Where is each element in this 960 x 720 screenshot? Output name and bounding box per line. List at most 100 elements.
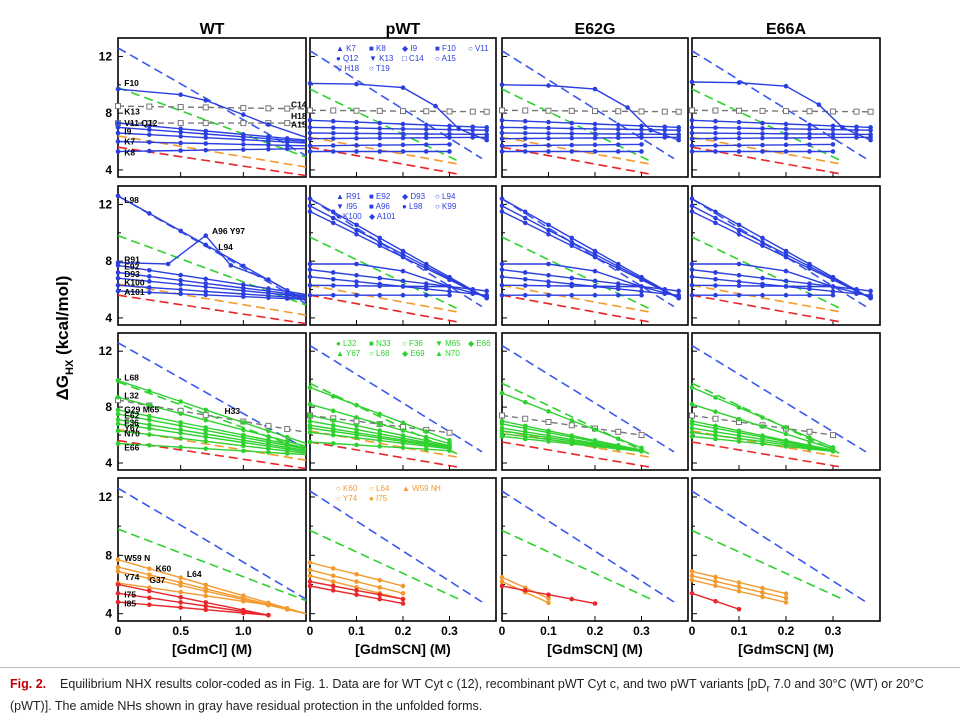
data-point (499, 274, 505, 280)
data-point (447, 284, 452, 290)
data-point (147, 602, 152, 608)
data-point (354, 402, 359, 408)
data-point (713, 395, 718, 400)
data-point (307, 125, 313, 130)
data-point (203, 284, 209, 290)
data-point (241, 443, 246, 449)
panel-frame (117, 477, 307, 622)
data-point (284, 426, 291, 433)
data-point (499, 579, 505, 584)
data-point (307, 401, 313, 407)
data-point (522, 118, 528, 124)
data-point (307, 261, 313, 267)
data-point (830, 432, 836, 439)
data-point (522, 415, 529, 422)
residue-label: L64 (187, 569, 202, 579)
x-tick-label: 0.5 (172, 624, 189, 638)
data-point (330, 118, 336, 124)
data-point (830, 449, 836, 454)
data-point (400, 254, 406, 260)
data-point (266, 602, 271, 608)
data-point (713, 276, 718, 282)
data-point (499, 82, 505, 88)
data-point (147, 279, 152, 284)
data-point (546, 136, 551, 141)
data-point (284, 105, 291, 112)
data-point (115, 428, 121, 434)
legend-entry: ◆ E66 (468, 339, 491, 348)
data-point (816, 102, 822, 107)
data-point (760, 594, 765, 600)
data-point (400, 292, 406, 298)
data-point (307, 117, 313, 123)
data-point (522, 143, 528, 148)
data-point (470, 135, 476, 140)
data-point (783, 83, 789, 89)
data-point (760, 283, 765, 289)
data-point (400, 126, 406, 132)
data-point (353, 107, 360, 114)
data-point (147, 426, 152, 431)
data-point (377, 411, 383, 417)
data-point (484, 134, 490, 140)
series-line (117, 234, 307, 302)
residue-label: I75 (124, 590, 136, 600)
data-point (265, 105, 272, 112)
unfolded-baseline (309, 136, 459, 165)
data-point (830, 277, 836, 283)
data-point (178, 129, 183, 135)
data-point (868, 127, 873, 133)
data-point (689, 282, 695, 288)
data-point (499, 196, 505, 202)
data-point (447, 448, 452, 453)
data-point (569, 120, 575, 126)
legend-entry: □ C14 (402, 54, 424, 63)
series-line (117, 140, 307, 147)
data-point (689, 136, 695, 142)
x-tick-label: 0.2 (778, 624, 795, 638)
data-point (713, 220, 718, 226)
data-point (546, 292, 551, 298)
data-point (807, 131, 812, 137)
data-point (760, 120, 765, 126)
x-tick-label: 0.3 (633, 624, 650, 638)
legend-entry: ▲ K7 (336, 44, 356, 53)
data-point (377, 149, 383, 154)
data-point (147, 443, 152, 448)
data-point (592, 86, 598, 92)
data-point (400, 121, 406, 127)
data-point (736, 80, 742, 85)
unfolded-baseline (117, 294, 307, 325)
data-point (569, 126, 575, 131)
data-point (470, 291, 476, 297)
data-point (241, 420, 246, 425)
data-point (522, 425, 528, 431)
unfolded-baseline (691, 136, 843, 165)
data-point (400, 283, 406, 289)
data-point (146, 103, 153, 110)
data-point (203, 607, 209, 612)
data-point (736, 149, 742, 154)
data-point (447, 438, 452, 443)
data-point (569, 131, 575, 136)
panel-r2-c2 (499, 332, 689, 471)
column-title-wt: WT (200, 21, 225, 38)
data-point (115, 288, 121, 294)
caption-text: Equilibrium NHX results color-coded as i… (60, 677, 767, 691)
unfolded-baseline (691, 146, 843, 175)
data-point (592, 278, 598, 284)
data-point (639, 127, 644, 132)
data-point (266, 612, 271, 618)
data-point (330, 432, 336, 438)
data-point (400, 590, 406, 596)
legend-entry: ○ T19 (369, 64, 390, 73)
data-point (713, 149, 718, 154)
data-point (760, 585, 765, 591)
data-point (400, 108, 406, 115)
data-point (330, 583, 336, 589)
data-point (783, 131, 789, 137)
unfolded-baseline (309, 198, 483, 308)
data-point (266, 277, 271, 282)
data-point (178, 436, 183, 441)
